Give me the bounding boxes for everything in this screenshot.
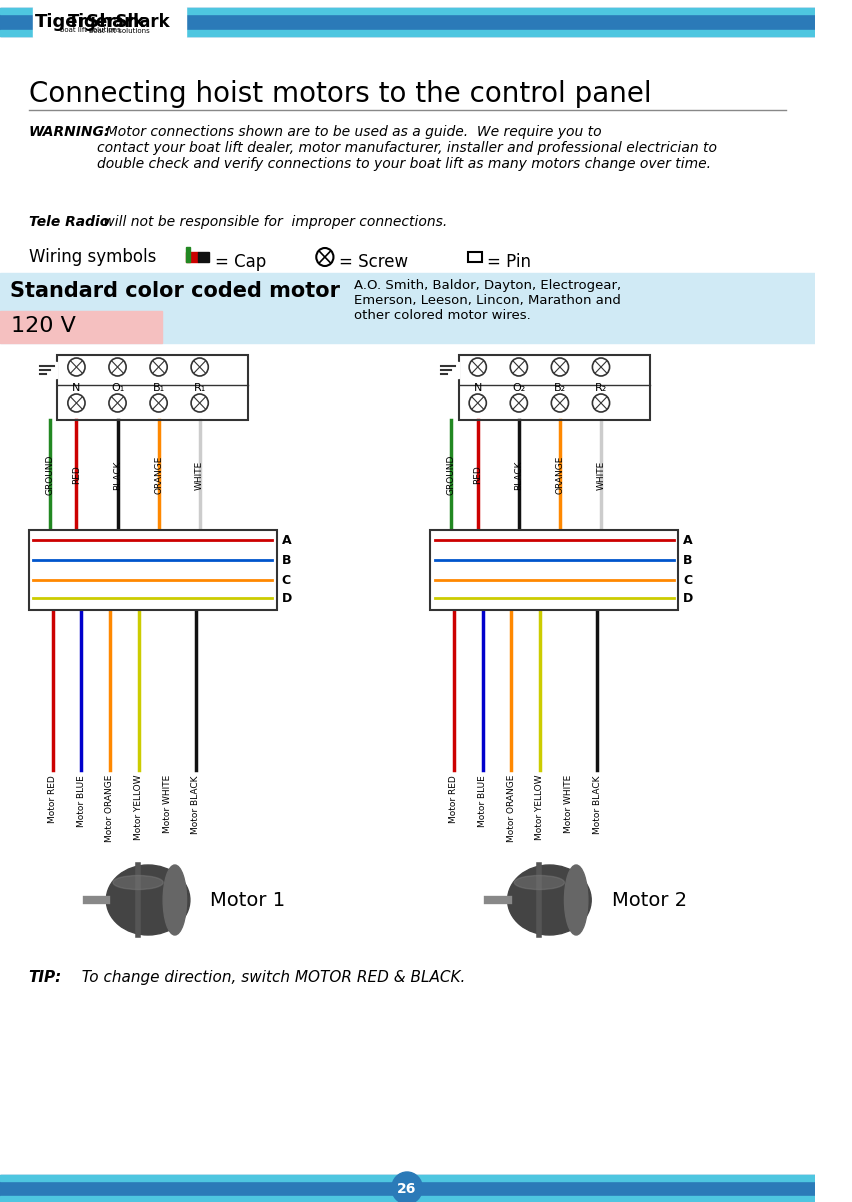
Text: TigerShark: TigerShark	[68, 13, 170, 31]
Text: Motor ORANGE: Motor ORANGE	[506, 775, 515, 843]
Bar	[0, 1176, 814, 1182]
Ellipse shape	[507, 865, 590, 935]
Text: Motor YELLOW: Motor YELLOW	[535, 775, 544, 840]
Text: Motor BLUE: Motor BLUE	[477, 775, 486, 827]
Ellipse shape	[564, 865, 587, 935]
Text: BLACK: BLACK	[113, 460, 122, 489]
Text: BLACK: BLACK	[514, 460, 523, 489]
Text: boat lift solutions: boat lift solutions	[60, 26, 121, 32]
Bar	[186, 252, 198, 262]
Text: O₁: O₁	[111, 383, 124, 393]
Circle shape	[391, 1172, 422, 1202]
Text: GROUND: GROUND	[45, 454, 55, 495]
Bar	[33, 7, 186, 37]
Bar	[429, 530, 677, 609]
Bar	[0, 311, 162, 343]
Text: A.O. Smith, Baldor, Dayton, Electrogear,
Emerson, Leeson, Lincon, Marathon and
o: A.O. Smith, Baldor, Dayton, Electrogear,…	[353, 279, 620, 322]
Text: C: C	[281, 573, 291, 587]
Text: Motor BLACK: Motor BLACK	[191, 775, 200, 833]
Bar	[0, 30, 814, 36]
Text: = Screw: = Screw	[339, 252, 408, 270]
Bar	[0, 8, 814, 36]
Ellipse shape	[163, 865, 187, 935]
Text: N: N	[72, 383, 81, 393]
Text: A: A	[682, 534, 692, 547]
Text: RED: RED	[72, 465, 81, 484]
Text: will not be responsible for  improper connections.: will not be responsible for improper con…	[99, 215, 447, 230]
Ellipse shape	[112, 875, 163, 889]
Text: WHITE: WHITE	[596, 460, 605, 489]
Bar	[441, 362, 458, 377]
Text: 26: 26	[397, 1182, 417, 1196]
Text: N: N	[473, 383, 481, 393]
Text: B₂: B₂	[553, 383, 566, 393]
Bar	[468, 252, 481, 262]
Text: Motor YELLOW: Motor YELLOW	[134, 775, 143, 840]
Bar	[0, 273, 814, 343]
Text: 120 V: 120 V	[11, 316, 76, 337]
Bar	[40, 362, 57, 377]
Text: TigerShark: TigerShark	[35, 13, 146, 31]
Text: R₁: R₁	[193, 383, 205, 393]
Text: Motor 1: Motor 1	[210, 891, 285, 910]
Bar	[186, 246, 190, 262]
Bar	[0, 1196, 814, 1202]
Bar	[57, 355, 248, 419]
Text: TIP:: TIP:	[29, 970, 62, 984]
Text: Motor 2: Motor 2	[611, 891, 686, 910]
Bar	[198, 252, 209, 262]
Text: O₂: O₂	[511, 383, 525, 393]
Bar	[0, 1176, 814, 1202]
Text: Connecting hoist motors to the control panel: Connecting hoist motors to the control p…	[29, 81, 651, 108]
Text: = Pin: = Pin	[486, 252, 531, 270]
Text: RED: RED	[473, 465, 481, 484]
Text: Motor BLUE: Motor BLUE	[77, 775, 85, 827]
Text: ORANGE: ORANGE	[154, 456, 163, 494]
Text: B: B	[281, 553, 291, 566]
Bar	[458, 355, 649, 419]
Text: Motor RED: Motor RED	[449, 775, 458, 822]
Text: B: B	[682, 553, 692, 566]
Ellipse shape	[106, 865, 190, 935]
Text: WHITE: WHITE	[195, 460, 204, 489]
Text: Motor RED: Motor RED	[48, 775, 57, 822]
Text: D: D	[682, 591, 693, 605]
Bar	[0, 8, 814, 14]
Text: WARNING:: WARNING:	[29, 125, 110, 139]
Text: boat lift solutions: boat lift solutions	[89, 28, 150, 34]
Text: R₂: R₂	[594, 383, 607, 393]
Text: Motor BLACK: Motor BLACK	[592, 775, 601, 833]
Ellipse shape	[514, 875, 564, 889]
Text: Tele Radio: Tele Radio	[29, 215, 109, 230]
Text: D: D	[281, 591, 291, 605]
Text: GROUND: GROUND	[446, 454, 455, 495]
Text: Motor WHITE: Motor WHITE	[163, 775, 171, 833]
Text: To change direction, switch MOTOR RED & BLACK.: To change direction, switch MOTOR RED & …	[72, 970, 464, 984]
Text: Motor WHITE: Motor WHITE	[563, 775, 573, 833]
Text: = Cap: = Cap	[215, 252, 266, 270]
Text: A: A	[281, 534, 291, 547]
Text: Standard color coded motor: Standard color coded motor	[9, 281, 339, 300]
Text: Motor ORANGE: Motor ORANGE	[106, 775, 114, 843]
Text: Wiring symbols: Wiring symbols	[29, 248, 156, 266]
Text: C: C	[682, 573, 692, 587]
Bar	[29, 530, 277, 609]
Text: Motor connections shown are to be used as a guide.  We require you to
contact yo: Motor connections shown are to be used a…	[97, 125, 717, 172]
Text: ORANGE: ORANGE	[555, 456, 564, 494]
Text: B₁: B₁	[153, 383, 164, 393]
